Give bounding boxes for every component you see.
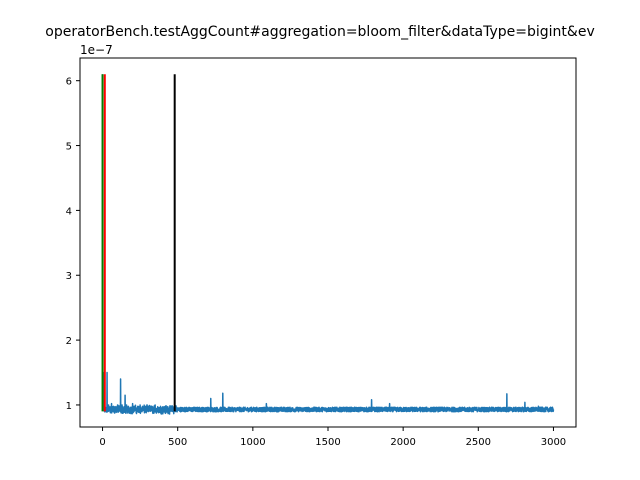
- x-axis: 0 500 1000 1500 2000 2500 3000: [99, 427, 566, 448]
- series-line: [101, 74, 555, 415]
- plot-area: [101, 74, 555, 415]
- y-axis: 1 2 3 4 5 6: [66, 77, 80, 412]
- y-tick-label: 6: [66, 77, 72, 88]
- axes-frame: [79, 57, 577, 428]
- x-tick-label: 1500: [315, 437, 340, 448]
- y-tick-label: 5: [66, 142, 72, 153]
- y-tick-label: 2: [66, 336, 72, 347]
- y-tick-label: 3: [66, 271, 72, 282]
- y-tick-label: 1: [66, 401, 72, 412]
- x-tick-label: 2500: [466, 437, 491, 448]
- y-axis-scale-label: 1e−7: [80, 43, 113, 57]
- x-tick-label: 3000: [541, 437, 566, 448]
- chart-title: operatorBench.testAggCount#aggregation=b…: [45, 24, 594, 40]
- x-tick-label: 0: [99, 437, 105, 448]
- y-tick-label: 4: [66, 206, 72, 217]
- x-tick-label: 2000: [390, 437, 415, 448]
- x-tick-label: 500: [168, 437, 187, 448]
- x-tick-label: 1000: [240, 437, 265, 448]
